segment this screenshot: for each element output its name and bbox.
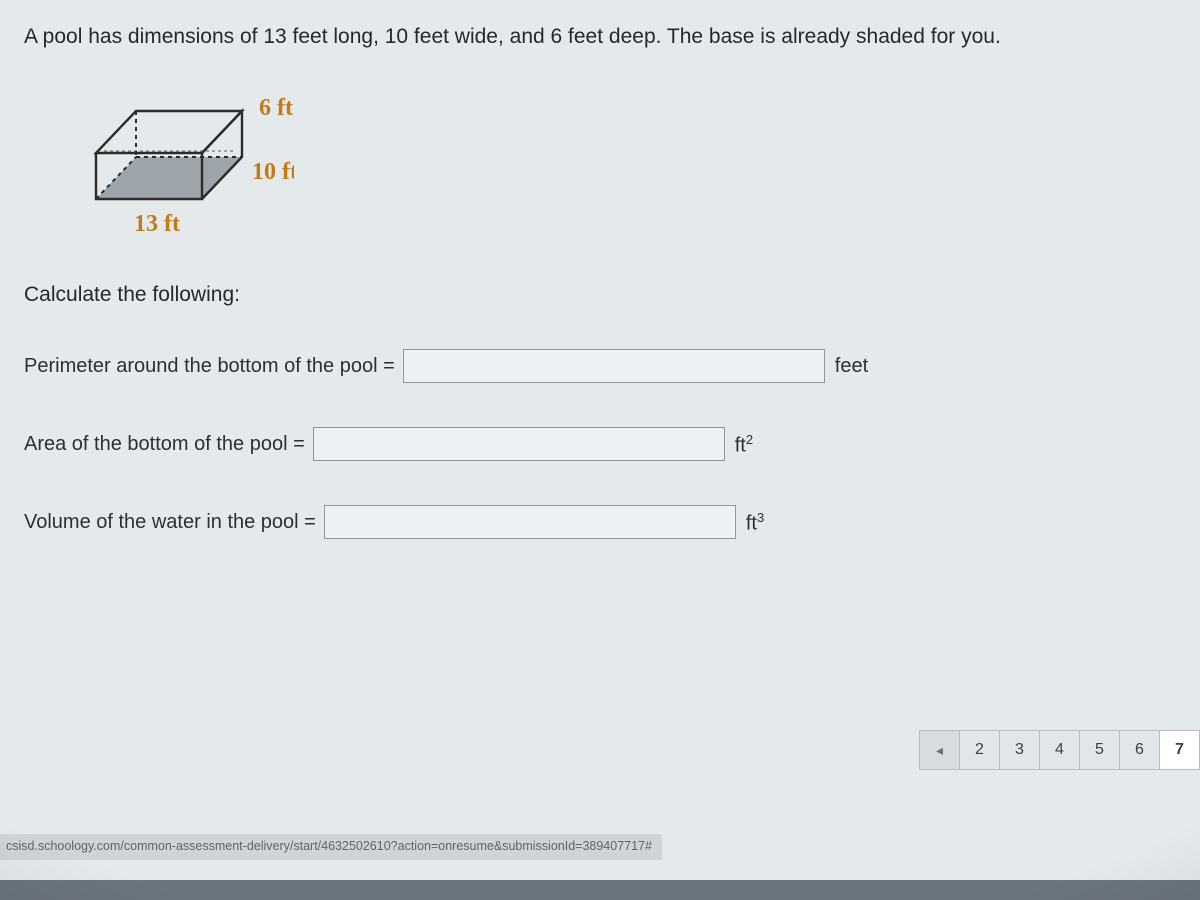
height-label: 6 ft — [259, 95, 293, 121]
volume-input[interactable] — [324, 505, 736, 539]
pager-prev-button[interactable]: ◂ — [920, 731, 960, 769]
question-pager: ◂ 234567 — [919, 730, 1200, 770]
pool-diagram-row: 6 ft 10 ft 13 ft — [84, 79, 1176, 249]
pager-page-6[interactable]: 6 — [1120, 731, 1160, 769]
pool-svg: 6 ft 10 ft 13 ft — [84, 79, 294, 249]
pool-diagram: 6 ft 10 ft 13 ft — [84, 79, 294, 249]
perimeter-unit: feet — [835, 355, 868, 378]
volume-unit: ft3 — [746, 510, 764, 536]
assessment-page: A pool has dimensions of 13 feet long, 1… — [0, 0, 1200, 880]
width-label: 10 ft — [252, 159, 294, 185]
problem-statement: A pool has dimensions of 13 feet long, 1… — [24, 22, 1176, 51]
area-label: Area of the bottom of the pool = — [24, 433, 305, 456]
chevron-left-icon: ◂ — [936, 742, 943, 759]
top-face — [96, 111, 242, 153]
perimeter-row: Perimeter around the bottom of the pool … — [24, 349, 1176, 383]
pager-page-3[interactable]: 3 — [1000, 731, 1040, 769]
volume-row: Volume of the water in the pool = ft3 — [24, 505, 1176, 539]
pager-page-4[interactable]: 4 — [1040, 731, 1080, 769]
perimeter-input[interactable] — [403, 349, 825, 383]
instruction-text: Calculate the following: — [24, 283, 1176, 307]
length-label: 13 ft — [134, 211, 180, 237]
volume-label: Volume of the water in the pool = — [24, 511, 316, 534]
pager-page-5[interactable]: 5 — [1080, 731, 1120, 769]
perimeter-label: Perimeter around the bottom of the pool … — [24, 355, 395, 378]
pager-page-2[interactable]: 2 — [960, 731, 1000, 769]
status-url: csisd.schoology.com/common-assessment-de… — [0, 834, 662, 860]
pool-base-shade — [96, 157, 242, 199]
area-unit: ft2 — [735, 432, 753, 458]
area-row: Area of the bottom of the pool = ft2 — [24, 427, 1176, 461]
area-input[interactable] — [313, 427, 725, 461]
pager-page-7[interactable]: 7 — [1160, 731, 1200, 769]
